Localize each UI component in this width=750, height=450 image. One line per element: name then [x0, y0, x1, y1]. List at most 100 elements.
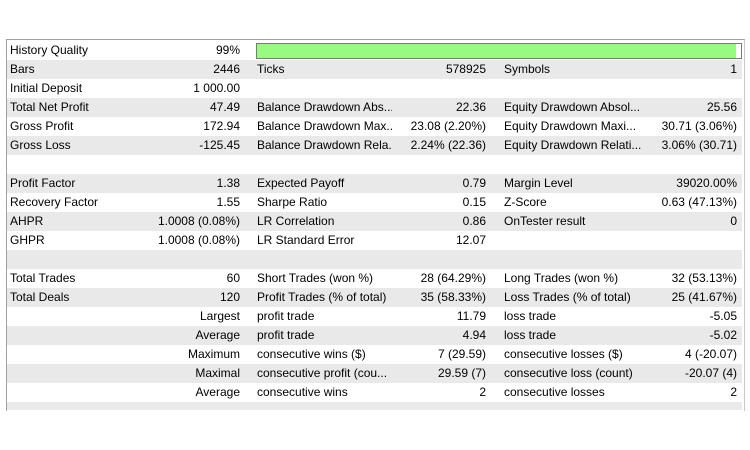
- label-col3: Equity Drawdown Relati...: [504, 138, 642, 152]
- table-row: [7, 250, 742, 269]
- value-col1: 120: [219, 290, 240, 304]
- label-col2: LR Standard Error: [257, 233, 355, 247]
- table-row: Largest profit trade 11.79 loss trade -5.05: [7, 307, 742, 326]
- value-col1: -125.45: [199, 138, 240, 152]
- value-col1: 1 000.00: [193, 81, 240, 95]
- label-col3: OnTester result: [504, 214, 586, 228]
- label-col3: Loss Trades (% of total): [504, 290, 631, 304]
- label-col1: GHPR: [10, 233, 45, 247]
- table-row: Maximum consecutive wins ($) 7 (29.59) cons…: [7, 345, 742, 364]
- value-col2: 2.24% (22.36): [410, 138, 486, 152]
- label-col3: loss trade: [504, 328, 557, 342]
- label-col3: Equity Drawdown Absol...: [504, 100, 641, 114]
- value-col3: 0.63 (47.13%): [661, 195, 737, 209]
- table-row: Average profit trade 4.94 loss trade -5.02: [7, 326, 742, 345]
- row-history-quality: History Quality 99%: [7, 41, 742, 60]
- value-col2: 0.15: [462, 195, 486, 209]
- table-row: [7, 402, 742, 410]
- value-col1: 172.94: [203, 119, 240, 133]
- value-col2: 12.07: [455, 233, 486, 247]
- table-row: Bars 2446 Ticks 578925 Symbols 1: [7, 60, 742, 79]
- value-col1: 1.0008 (0.08%): [157, 233, 240, 247]
- value-col1: 47.49: [209, 100, 240, 114]
- table-row: Maximal consecutive profit (cou... 29.59 (…: [7, 364, 742, 383]
- table-row: GHPR 1.0008 (0.08%) LR Standard Error 12.07: [7, 231, 742, 250]
- label-col1: Recovery Factor: [10, 195, 99, 209]
- label-col2: consecutive wins ($): [257, 347, 366, 361]
- value-col3: 25.56: [706, 100, 737, 114]
- table-row: Total Trades 60 Short Trades (won %) 28 (64…: [7, 269, 742, 288]
- value-col2: 0.79: [462, 176, 486, 190]
- table-row: Total Deals 120 Profit Trades (% of total)…: [7, 288, 742, 307]
- label-col2: Balance Drawdown Abs...: [257, 100, 392, 114]
- label-col2: consecutive profit (cou...: [257, 366, 388, 380]
- label-col1: Total Trades: [10, 271, 76, 285]
- table-row: Total Net Profit 47.49 Balance Drawdown Ab…: [7, 98, 742, 117]
- table-row: Average consecutive wins 2 consecutive loss…: [7, 383, 742, 402]
- label-col3: consecutive loss (count): [504, 366, 633, 380]
- label-col2: LR Correlation: [257, 214, 335, 228]
- label-col1: Total Deals: [10, 290, 70, 304]
- value-col2: 7 (29.59): [437, 347, 486, 361]
- table-row: Gross Loss -125.45 Balance Drawdown Rela..…: [7, 136, 742, 155]
- value-col3: 3.06% (30.71): [661, 138, 737, 152]
- label-col1: Bars: [10, 62, 35, 76]
- label-col2: Ticks: [257, 62, 285, 76]
- value-col1: Maximal: [195, 366, 240, 380]
- label-col2: Profit Trades (% of total): [257, 290, 387, 304]
- table-row: Initial Deposit 1 000.00: [7, 79, 742, 98]
- table-row: AHPR 1.0008 (0.08%) LR Correlation 0.86 OnTe…: [7, 212, 742, 231]
- label-col1: AHPR: [10, 214, 44, 228]
- value-col2: 28 (64.29%): [420, 271, 486, 285]
- label-col2: consecutive wins: [257, 385, 348, 399]
- history-quality-value: 99%: [215, 43, 240, 57]
- value-col2: 11.79: [456, 309, 486, 323]
- table-row: Gross Profit 172.94 Balance Drawdown Max..…: [7, 117, 742, 136]
- label-col2: Short Trades (won %): [257, 271, 374, 285]
- value-col3: 2: [730, 385, 737, 399]
- value-col1: Average: [195, 385, 240, 399]
- report-table: History Quality 99% Bars 2446 Ticks 578925 S…: [6, 39, 745, 411]
- label-col3: Margin Level: [504, 176, 573, 190]
- value-col3: 0: [730, 214, 737, 228]
- value-col1: Average: [195, 328, 240, 342]
- value-col1: 2446: [213, 62, 240, 76]
- history-quality-label: History Quality: [10, 43, 89, 57]
- value-col2: 578925: [445, 62, 486, 76]
- label-col1: Total Net Profit: [10, 100, 89, 114]
- value-col1: Largest: [199, 309, 240, 323]
- value-col3: 1: [730, 62, 737, 76]
- label-col1: Initial Deposit: [10, 81, 83, 95]
- value-col3: -5.02: [709, 328, 737, 342]
- label-col3: Equity Drawdown Maxi...: [504, 119, 637, 133]
- value-col2: 29.59 (7): [437, 366, 486, 380]
- value-col1: 1.38: [216, 176, 240, 190]
- value-col3: -5.05: [709, 309, 737, 323]
- value-col1: 1.55: [216, 195, 240, 209]
- label-col2: Balance Drawdown Rela...: [257, 138, 392, 152]
- label-col3: consecutive losses ($): [504, 347, 623, 361]
- value-col1: 1.0008 (0.08%): [157, 214, 240, 228]
- table-row: [7, 155, 742, 174]
- value-col3: 39020.00%: [676, 176, 737, 190]
- table-row: Recovery Factor 1.55 Sharpe Ratio 0.15 Z-Sco…: [7, 193, 742, 212]
- label-col3: Symbols: [504, 62, 551, 76]
- value-col3: 30.71 (3.06%): [661, 119, 737, 133]
- value-col3: -20.07 (4): [684, 366, 737, 380]
- label-col2: profit trade: [257, 309, 315, 323]
- value-col2: 35 (58.33%): [420, 290, 486, 304]
- value-col2: 0.86: [462, 214, 486, 228]
- value-col1: Maximum: [187, 347, 240, 361]
- value-col2: 4.94: [462, 328, 486, 342]
- label-col3: Long Trades (won %): [504, 271, 619, 285]
- label-col3: Z-Score: [504, 195, 547, 209]
- label-col1: Profit Factor: [10, 176, 76, 190]
- value-col2: 2: [479, 385, 486, 399]
- history-quality-fill: [257, 44, 737, 58]
- label-col1: Gross Profit: [10, 119, 74, 133]
- label-col2: Expected Payoff: [257, 176, 345, 190]
- value-col1: 60: [226, 271, 240, 285]
- label-col3: consecutive losses: [504, 385, 605, 399]
- value-col3: 25 (41.67%): [671, 290, 737, 304]
- label-col2: Sharpe Ratio: [257, 195, 328, 209]
